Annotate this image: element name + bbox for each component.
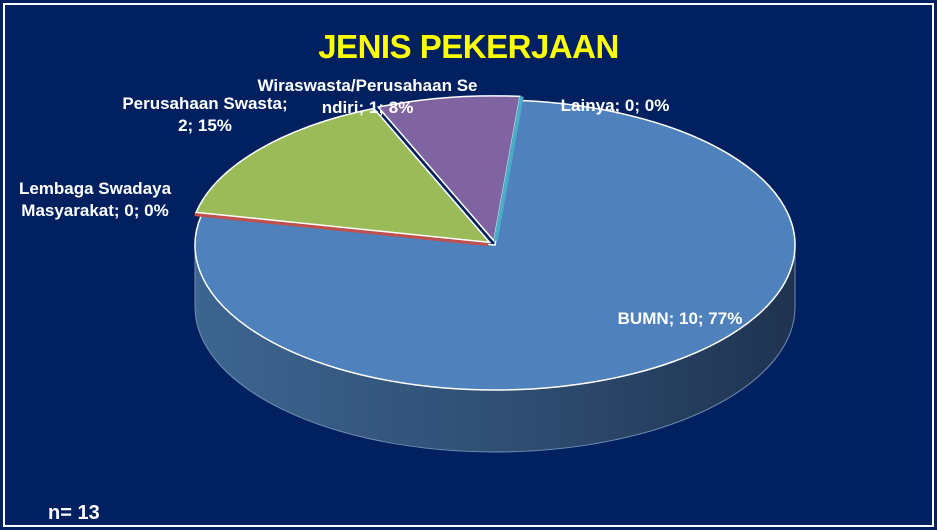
chart-title: JENIS PEKERJAAN — [318, 28, 619, 65]
pie-slice — [376, 95, 521, 243]
data-label: Lainya; 0; 0% — [560, 96, 670, 115]
pie-slice — [194, 99, 796, 391]
pie-slice — [493, 96, 524, 242]
data-label: BUMN; 10; 77% — [617, 309, 743, 328]
pie-slice — [194, 107, 492, 244]
data-label: Perusahaan Swasta; 2; 15% — [122, 94, 288, 135]
frame — [3, 3, 934, 527]
data-label: Wiraswasta/Perusahaan Sendiri; 1; 8% — [257, 76, 478, 117]
data-label: Lembaga Swadaya Masyarakat; 0; 0% — [18, 179, 172, 220]
annotation: n= 13 — [48, 502, 100, 524]
